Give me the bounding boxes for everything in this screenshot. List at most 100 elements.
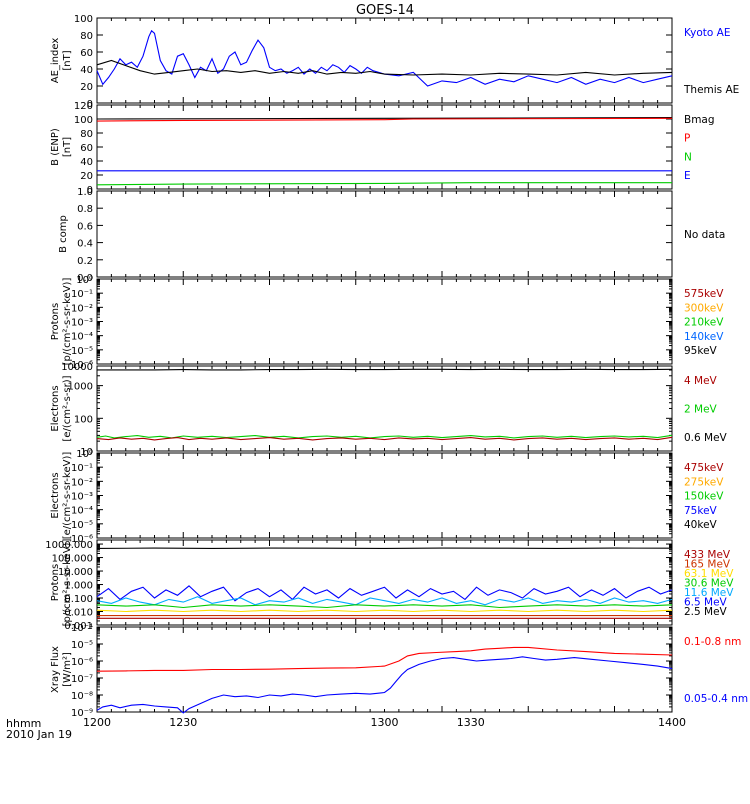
panel-frame	[97, 279, 672, 364]
x-tick-label: 1200	[83, 716, 111, 729]
y-tick-label: 120	[74, 101, 93, 112]
legend-item: 140keV	[684, 331, 724, 343]
legend-item: 4 MeV	[684, 375, 718, 387]
y-tick-label: 0.6	[77, 221, 93, 232]
panel-frame	[97, 18, 672, 103]
y-tick-label: 100	[74, 14, 93, 25]
y-tick-label: 0.8	[77, 204, 93, 215]
x-tick-label: 1400	[658, 716, 686, 729]
y-tick-label: 10⁻⁵	[71, 640, 93, 651]
series-line-11-6-mev	[97, 597, 672, 605]
y-axis-label: [nT]	[62, 50, 73, 70]
y-tick-label: 20	[80, 82, 93, 93]
y-tick-label: 10⁻¹	[71, 289, 93, 300]
legend-item: 300keV	[684, 302, 724, 314]
series-line-kyoto-ae	[97, 31, 672, 86]
legend-item: 40keV	[684, 519, 718, 531]
legend-item: 475keV	[684, 462, 724, 474]
y-axis-label: AE_index	[50, 38, 61, 84]
y-axis-label: Protons	[50, 564, 61, 601]
y-axis-label: [nT]	[62, 137, 73, 157]
series-line-0-1-0-8-nm	[97, 647, 672, 671]
legend-item: 0.1-0.8 nm	[684, 636, 741, 648]
y-axis-label: Protons	[50, 303, 61, 340]
y-tick-label: 10⁻⁴	[71, 506, 93, 517]
x-tick-label: 1330	[457, 716, 485, 729]
legend-item: P	[684, 133, 690, 145]
x-tick-label: 1300	[371, 716, 399, 729]
x-tick-label: 1230	[169, 716, 197, 729]
legend-item: 275keV	[684, 476, 724, 488]
legend-item: 210keV	[684, 317, 724, 329]
y-tick-label: 10⁻⁷	[71, 674, 93, 685]
legend-item: E	[684, 170, 691, 182]
legend-item: No data	[684, 229, 725, 241]
y-tick-label: 100	[74, 115, 93, 126]
y-tick-label: 40	[80, 157, 93, 168]
y-tick-label: 100	[74, 414, 93, 425]
panel-frame	[97, 540, 672, 625]
panel-protons_mev: 0.0010.0100.1001.00010.000100.0001000.00…	[45, 539, 734, 632]
y-tick-label: 80	[80, 31, 93, 42]
y-tick-label: 10⁻²	[71, 477, 93, 488]
panel-frame	[97, 191, 672, 277]
legend-item: 0.05-0.4 nm	[684, 693, 748, 705]
legend-item: Themis AE	[683, 84, 739, 96]
panel-frame	[97, 627, 672, 712]
series-line-6-5-mev	[97, 586, 672, 601]
legend-item: 95keV	[684, 345, 718, 357]
series-line-0-6-mev	[97, 369, 672, 370]
y-tick-label: 0.4	[77, 239, 93, 250]
panel-frame	[97, 453, 672, 538]
y-tick-label: 10⁻²	[71, 303, 93, 314]
chart-title: GOES-14	[356, 3, 414, 18]
y-tick-label: 10⁻¹	[71, 463, 93, 474]
panel-electrons_kev: 10⁻⁶10⁻⁵10⁻⁴10⁻³10⁻²10⁻¹10⁰Electrons[e/(…	[50, 449, 724, 545]
y-tick-label: 10⁻⁴	[71, 332, 93, 343]
legend-item: 2 MeV	[684, 404, 718, 416]
y-tick-label: 20	[80, 171, 93, 182]
series-line-2-mev	[97, 435, 672, 438]
legend-item: 2.5 MeV	[684, 606, 728, 618]
y-tick-label: 60	[80, 48, 93, 59]
y-axis-label: Electrons	[50, 472, 61, 518]
series-line-30-6-mev	[97, 605, 672, 608]
y-tick-label: 0.2	[77, 256, 93, 267]
y-tick-label: 10⁻³	[71, 318, 93, 329]
series-line-themis-ae	[97, 61, 672, 76]
y-axis-label: B comp	[58, 215, 69, 253]
footer-date-label: 2010 Jan 19	[6, 728, 72, 741]
legend-item: 575keV	[684, 288, 724, 300]
legend-item: Kyoto AE	[684, 27, 730, 39]
y-tick-label: 40	[80, 65, 93, 76]
y-axis-label: [W/m²]	[62, 652, 73, 687]
y-tick-label: 10⁻⁶	[71, 657, 93, 668]
y-tick-label: 10⁻⁵	[71, 346, 93, 357]
y-tick-label: 1.0	[77, 187, 93, 198]
y-tick-label: 10000	[61, 362, 93, 373]
y-tick-label: 10⁰	[76, 449, 93, 460]
y-tick-label: 80	[80, 129, 93, 140]
y-tick-label: 10⁻³	[71, 492, 93, 503]
y-tick-label: 10⁻⁴	[71, 623, 93, 634]
legend-item: 75keV	[684, 505, 718, 517]
y-axis-label: [p/(cm²-s-sr-keV)]	[62, 539, 73, 627]
series-line-0-05-0-4-nm	[97, 657, 672, 713]
legend-item: N	[684, 151, 692, 163]
series-line-63-1-mev	[97, 610, 672, 611]
legend-item: Bmag	[684, 114, 715, 126]
y-axis-label: [e/(cm²-s-sr-keV)]	[62, 452, 73, 540]
y-axis-label: Xray Flux	[50, 646, 61, 693]
y-axis-label: B (ENP)	[50, 128, 61, 166]
panel-protons_low: 10⁻⁶10⁻⁵10⁻⁴10⁻³10⁻²10⁻¹10⁰Protons[p/(cm…	[50, 275, 724, 371]
y-tick-label: 60	[80, 143, 93, 154]
y-tick-label: 10⁻⁵	[71, 520, 93, 531]
